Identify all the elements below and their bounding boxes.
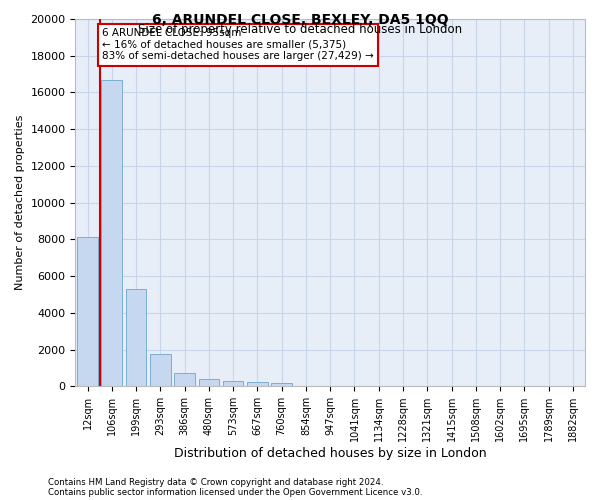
- X-axis label: Distribution of detached houses by size in London: Distribution of detached houses by size …: [174, 447, 487, 460]
- Text: 6 ARUNDEL CLOSE: 95sqm
← 16% of detached houses are smaller (5,375)
83% of semi-: 6 ARUNDEL CLOSE: 95sqm ← 16% of detached…: [102, 28, 374, 62]
- Text: Size of property relative to detached houses in London: Size of property relative to detached ho…: [138, 22, 462, 36]
- Bar: [126, 289, 146, 386]
- Bar: [223, 382, 244, 386]
- Bar: [101, 80, 122, 386]
- Text: Contains HM Land Registry data © Crown copyright and database right 2024.: Contains HM Land Registry data © Crown c…: [48, 478, 383, 487]
- Bar: [271, 382, 292, 386]
- Bar: [150, 354, 170, 386]
- Bar: [77, 238, 98, 386]
- Y-axis label: Number of detached properties: Number of detached properties: [15, 115, 25, 290]
- Bar: [199, 379, 219, 386]
- Bar: [174, 374, 195, 386]
- Bar: [247, 382, 268, 386]
- Text: 6, ARUNDEL CLOSE, BEXLEY, DA5 1QQ: 6, ARUNDEL CLOSE, BEXLEY, DA5 1QQ: [152, 12, 448, 26]
- Text: Contains public sector information licensed under the Open Government Licence v3: Contains public sector information licen…: [48, 488, 422, 497]
